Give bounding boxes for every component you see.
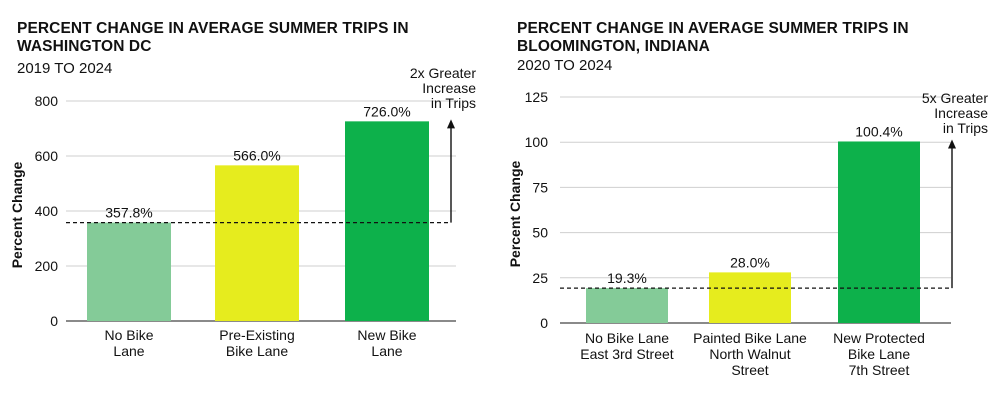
x-tick-label: Bike Lane (226, 343, 288, 359)
y-tick-label: 800 (35, 93, 59, 109)
chart-panel-bloomington: PERCENT CHANGE IN AVERAGE SUMMER TRIPS I… (500, 0, 1000, 400)
annotation-text: Increase (422, 80, 476, 96)
bar-chart-bloomington: 0 25 50 75 100 125 Percent Change 19.3% No Bike … (507, 89, 988, 378)
y-tick-label: 100 (525, 134, 549, 150)
bar-chart-washington: 0 200 400 600 800 Percent Change 357.8% No Bike… (9, 65, 476, 359)
data-label: 28.0% (730, 254, 770, 270)
data-label: 566.0% (233, 147, 280, 163)
y-tick-label: 400 (35, 203, 59, 219)
chart-subtitle: 2020 TO 2024 (517, 57, 613, 74)
chart-subtitle: 2019 TO 2024 (17, 60, 113, 77)
x-tick-label: Street (731, 362, 768, 378)
y-tick-label: 0 (540, 315, 548, 331)
x-tick-label: Bike Lane (848, 346, 910, 362)
x-tick-label: 7th Street (849, 362, 910, 378)
bar (838, 141, 920, 323)
x-tick-label: Painted Bike Lane (693, 330, 807, 346)
bar (586, 288, 668, 323)
comparison-arrow-icon (948, 139, 956, 149)
annotation-text: in Trips (431, 95, 476, 111)
x-tick-label: No Bike (104, 327, 153, 343)
comparison-arrow-icon (447, 119, 455, 129)
chart-title: PERCENT CHANGE IN AVERAGE SUMMER TRIPS I… (17, 20, 409, 55)
y-axis-label: Percent Change (507, 160, 523, 267)
y-axis-label: Percent Change (9, 161, 25, 268)
x-tick-label: Lane (113, 343, 144, 359)
y-tick-label: 0 (50, 313, 58, 329)
plot-area: 0 25 50 75 100 125 Percent Change 19.3% No Bike … (507, 89, 988, 378)
data-label: 100.4% (855, 123, 902, 139)
y-tick-label: 75 (532, 179, 548, 195)
y-tick-label: 600 (35, 148, 59, 164)
x-tick-label: North Walnut (709, 346, 790, 362)
annotation-text: in Trips (943, 120, 988, 136)
data-label: 726.0% (363, 103, 410, 119)
x-tick-label: No Bike Lane (585, 330, 669, 346)
annotation-text: 5x Greater (922, 90, 988, 106)
data-label: 357.8% (105, 205, 152, 221)
plot-area: 0 200 400 600 800 Percent Change 357.8% No Bike… (9, 65, 476, 359)
y-tick-label: 25 (532, 270, 548, 286)
annotation-text: Increase (934, 105, 988, 121)
y-tick-label: 125 (525, 89, 549, 105)
y-tick-label: 50 (532, 225, 548, 241)
x-tick-label: New Protected (833, 330, 925, 346)
bar (345, 121, 429, 321)
x-tick-label: Lane (371, 343, 402, 359)
x-tick-label: Pre-Existing (219, 327, 294, 343)
x-tick-label: East 3rd Street (580, 346, 673, 362)
annotation-text: 2x Greater (410, 65, 476, 81)
y-tick-label: 200 (35, 258, 59, 274)
chart-panel-washington: PERCENT CHANGE IN AVERAGE SUMMER TRIPS I… (9, 20, 476, 359)
data-label: 19.3% (607, 270, 647, 286)
bar (87, 222, 171, 321)
chart-title: PERCENT CHANGE IN AVERAGE SUMMER TRIPS I… (517, 20, 909, 55)
x-tick-label: New Bike (357, 327, 416, 343)
bar (215, 165, 299, 321)
bar (709, 272, 791, 323)
